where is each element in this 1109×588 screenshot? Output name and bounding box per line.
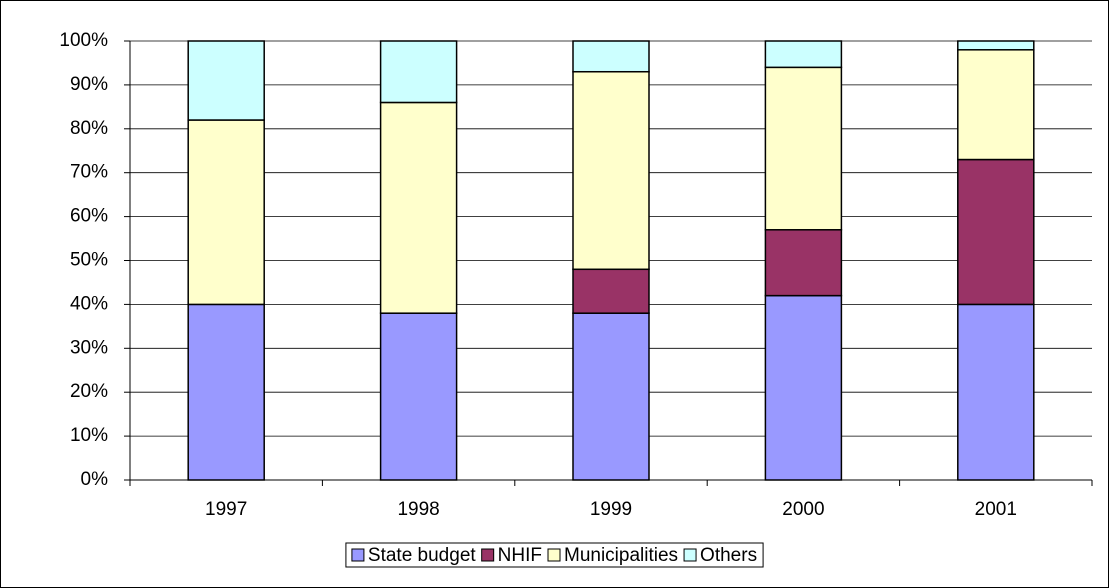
legend: State budget NHIF Municipalities Others <box>345 542 764 568</box>
x-tick-label: 1998 <box>397 499 439 520</box>
bar-segment <box>379 101 458 314</box>
bar-segment <box>572 70 650 271</box>
y-tick-label: 50% <box>70 250 108 271</box>
bar-segment <box>572 40 650 73</box>
y-tick-label: 30% <box>70 337 108 358</box>
y-tick-label: 0% <box>81 469 109 490</box>
bar-segment <box>572 268 650 314</box>
legend-swatch <box>547 548 561 562</box>
bar-segment <box>379 40 458 104</box>
bar-segment <box>764 40 843 69</box>
y-tick-label: 90% <box>70 74 108 95</box>
legend-label: Municipalities <box>564 545 678 566</box>
y-tick-label: 10% <box>70 425 108 446</box>
bar-segment <box>764 66 843 231</box>
legend-label: NHIF <box>498 545 542 566</box>
legend-swatch <box>351 548 365 562</box>
legend-label: Others <box>700 545 757 566</box>
y-tick-label: 40% <box>70 293 108 314</box>
x-tick-label: 2001 <box>975 499 1017 520</box>
bar-segment <box>764 294 843 481</box>
y-tick-label: 70% <box>70 162 108 183</box>
bar-segment <box>764 229 843 297</box>
y-tick-label: 80% <box>70 118 108 139</box>
y-tick-label: 20% <box>70 381 108 402</box>
legend-label: State budget <box>368 545 476 566</box>
x-tick-label: 1999 <box>590 499 632 520</box>
y-tick-label: 60% <box>70 206 108 227</box>
bar-segment <box>379 312 458 481</box>
bar-segment <box>187 40 265 121</box>
bar-segment <box>572 312 650 481</box>
bar-segment <box>187 119 265 306</box>
bar-segment <box>187 303 265 481</box>
legend-swatch <box>683 548 697 562</box>
bar-segment <box>957 49 1035 161</box>
bar-segment <box>957 40 1035 51</box>
x-tick-label: 2000 <box>782 499 824 520</box>
x-tick-label: 1997 <box>205 499 247 520</box>
bar-segment <box>957 303 1035 481</box>
y-tick-label: 100% <box>59 30 108 51</box>
legend-swatch <box>481 548 495 562</box>
bar-segment <box>957 158 1035 306</box>
